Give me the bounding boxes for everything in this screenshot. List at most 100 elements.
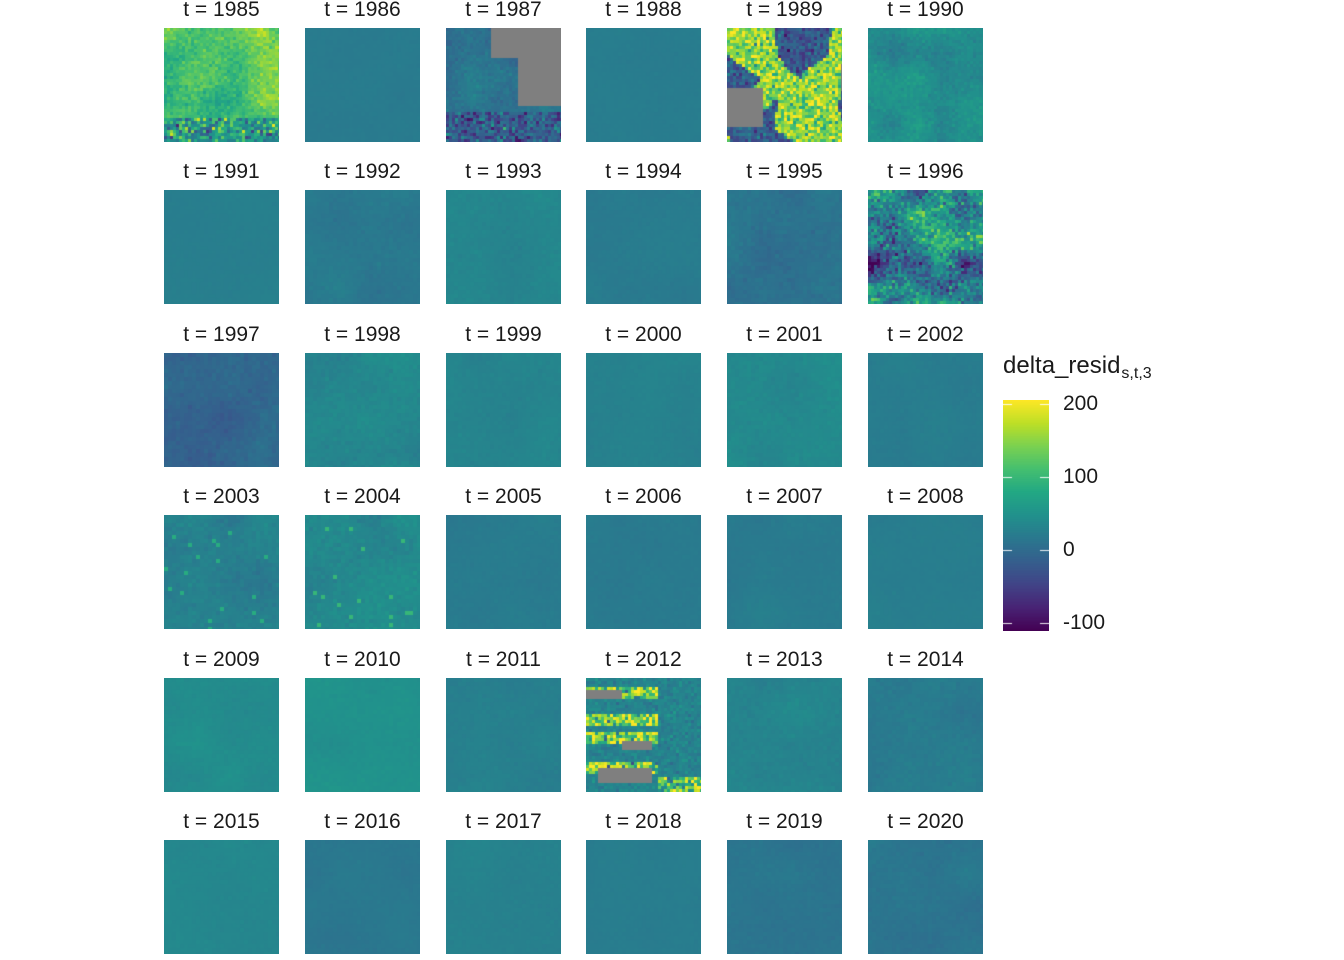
facet-heatmap-tile <box>727 678 842 792</box>
facet-title: t = 2004 <box>324 485 401 508</box>
legend-tick-label: -100 <box>1063 610 1106 634</box>
facet-heatmap-raster <box>164 840 279 954</box>
facet-heatmap-raster <box>446 678 561 792</box>
facet-heatmap-raster <box>586 28 701 142</box>
facet-title: t = 1990 <box>887 0 964 21</box>
facet-heatmap-raster <box>586 515 701 629</box>
legend-tick-label: 0 <box>1063 537 1075 561</box>
facet-heatmap-raster <box>727 515 842 629</box>
facet-title: t = 1993 <box>465 160 542 183</box>
facet-heatmap-raster <box>727 190 842 304</box>
facet-heatmap-raster <box>586 840 701 954</box>
facet-title: t = 2020 <box>887 810 964 833</box>
facet-heatmap-tile <box>446 353 561 467</box>
facet-heatmap-raster <box>868 515 983 629</box>
facet-heatmap-tile <box>164 190 279 304</box>
facet-heatmap-raster <box>164 353 279 467</box>
facet-heatmap-tile <box>727 353 842 467</box>
facet-heatmap-tile <box>586 678 701 792</box>
facet-heatmap-tile <box>727 28 842 142</box>
facet-title: t = 2010 <box>324 648 401 671</box>
facet-title: t = 1999 <box>465 323 542 346</box>
facet-heatmap-raster <box>305 28 420 142</box>
legend-title-subscript: s,t,3 <box>1121 365 1152 382</box>
facet-heatmap-tile <box>446 678 561 792</box>
facet-heatmap-raster <box>727 353 842 467</box>
facet-title: t = 2018 <box>605 810 682 833</box>
facet-heatmap-raster <box>305 515 420 629</box>
facet-heatmap-tile <box>446 515 561 629</box>
facet-heatmap-tile <box>164 515 279 629</box>
facet-heatmap-raster <box>164 515 279 629</box>
facet-title: t = 1985 <box>183 0 260 21</box>
facet-heatmap-tile <box>305 190 420 304</box>
facet-heatmap-tile <box>164 840 279 954</box>
facet-title: t = 2012 <box>605 648 682 671</box>
facet-title: t = 2007 <box>746 485 823 508</box>
legend-colorbar <box>1003 400 1049 631</box>
facet-title: t = 1986 <box>324 0 401 21</box>
facet-title: t = 1991 <box>183 160 260 183</box>
facet-heatmap-tile <box>868 28 983 142</box>
facet-heatmap-raster <box>586 190 701 304</box>
facet-title: t = 2003 <box>183 485 260 508</box>
facet-title: t = 1995 <box>746 160 823 183</box>
legend-tick-label: 100 <box>1063 464 1099 488</box>
facet-heatmap-raster <box>586 678 701 792</box>
facet-title: t = 2001 <box>746 323 823 346</box>
facet-title: t = 2006 <box>605 485 682 508</box>
facet-heatmap-tile <box>305 28 420 142</box>
facet-title: t = 2016 <box>324 810 401 833</box>
facet-heatmap-tile <box>164 353 279 467</box>
facet-heatmap-tile <box>446 840 561 954</box>
facet-heatmap-tile <box>727 190 842 304</box>
facet-title: t = 1998 <box>324 323 401 346</box>
facet-heatmap-tile <box>446 190 561 304</box>
facet-title: t = 2019 <box>746 810 823 833</box>
facet-heatmap-raster <box>868 353 983 467</box>
facet-heatmap-tile <box>305 515 420 629</box>
facet-heatmap-raster <box>446 840 561 954</box>
facet-heatmap-tile <box>305 840 420 954</box>
facet-heatmap-tile <box>164 678 279 792</box>
facet-title: t = 1996 <box>887 160 964 183</box>
facet-heatmap-raster <box>868 190 983 304</box>
facet-title: t = 1989 <box>746 0 823 21</box>
facet-heatmap-raster <box>446 515 561 629</box>
facet-heatmap-tile <box>868 840 983 954</box>
facet-heatmap-raster <box>868 840 983 954</box>
facet-title: t = 2014 <box>887 648 964 671</box>
facet-heatmap-raster <box>305 840 420 954</box>
facet-heatmap-raster <box>586 353 701 467</box>
facet-title: t = 2005 <box>465 485 542 508</box>
facet-title: t = 1988 <box>605 0 682 21</box>
facet-heatmap-raster <box>868 28 983 142</box>
facet-title: t = 2013 <box>746 648 823 671</box>
facet-heatmap-raster <box>446 190 561 304</box>
facet-heatmap-tile <box>446 28 561 142</box>
facet-heatmap-tile <box>305 353 420 467</box>
facet-heatmap-raster <box>727 678 842 792</box>
legend-title: delta_resids,t,3 <box>1003 352 1152 383</box>
facet-heatmap-raster <box>446 353 561 467</box>
facet-title: t = 1987 <box>465 0 542 21</box>
facet-title: t = 2000 <box>605 323 682 346</box>
facet-heatmap-tile <box>586 190 701 304</box>
facet-title: t = 1994 <box>605 160 682 183</box>
facet-heatmap-raster <box>305 678 420 792</box>
facet-heatmap-tile <box>586 28 701 142</box>
facet-heatmap-raster <box>164 678 279 792</box>
facet-heatmap-raster <box>868 678 983 792</box>
facet-title: t = 2002 <box>887 323 964 346</box>
facet-heatmap-raster <box>305 190 420 304</box>
facet-heatmap-tile <box>164 28 279 142</box>
facet-title: t = 1992 <box>324 160 401 183</box>
facet-heatmap-tile <box>868 190 983 304</box>
facet-heatmap-tile <box>727 840 842 954</box>
legend-title-text: delta_resid <box>1003 352 1121 379</box>
facet-title: t = 2017 <box>465 810 542 833</box>
facet-heatmap-tile <box>868 515 983 629</box>
facet-heatmap-raster <box>446 28 561 142</box>
facet-title: t = 1997 <box>183 323 260 346</box>
facet-heatmap-raster <box>305 353 420 467</box>
